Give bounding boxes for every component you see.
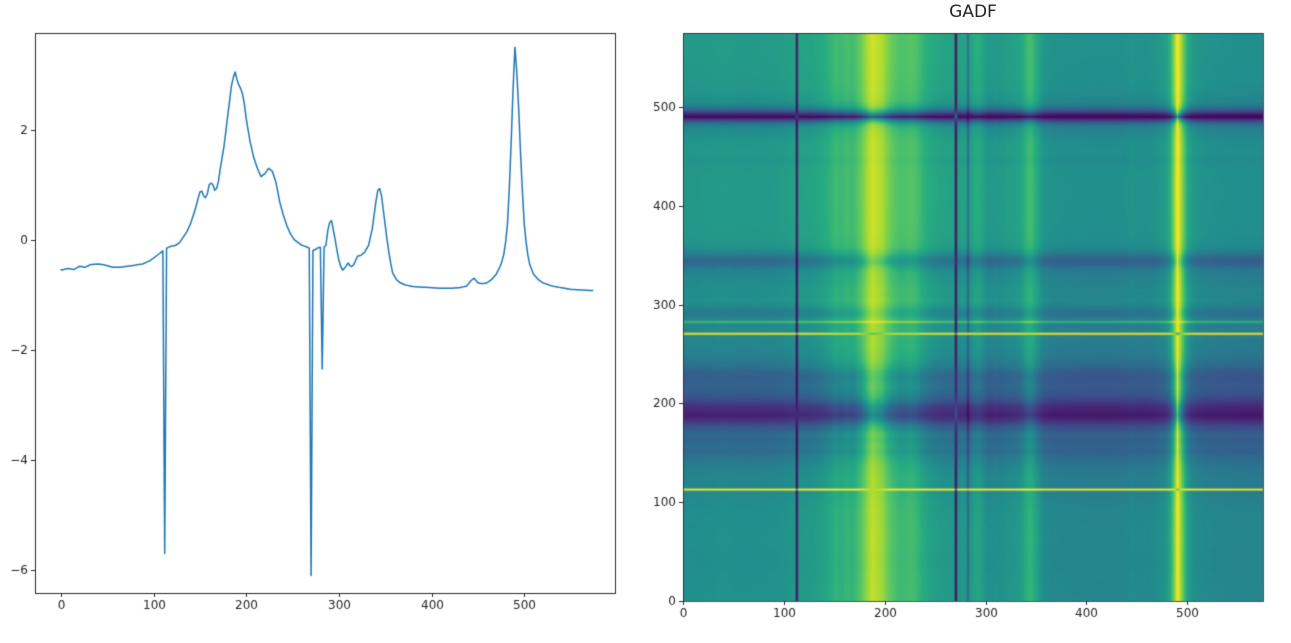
line-chart-canvas bbox=[0, 0, 650, 643]
gadf-heatmap-canvas bbox=[650, 0, 1291, 643]
